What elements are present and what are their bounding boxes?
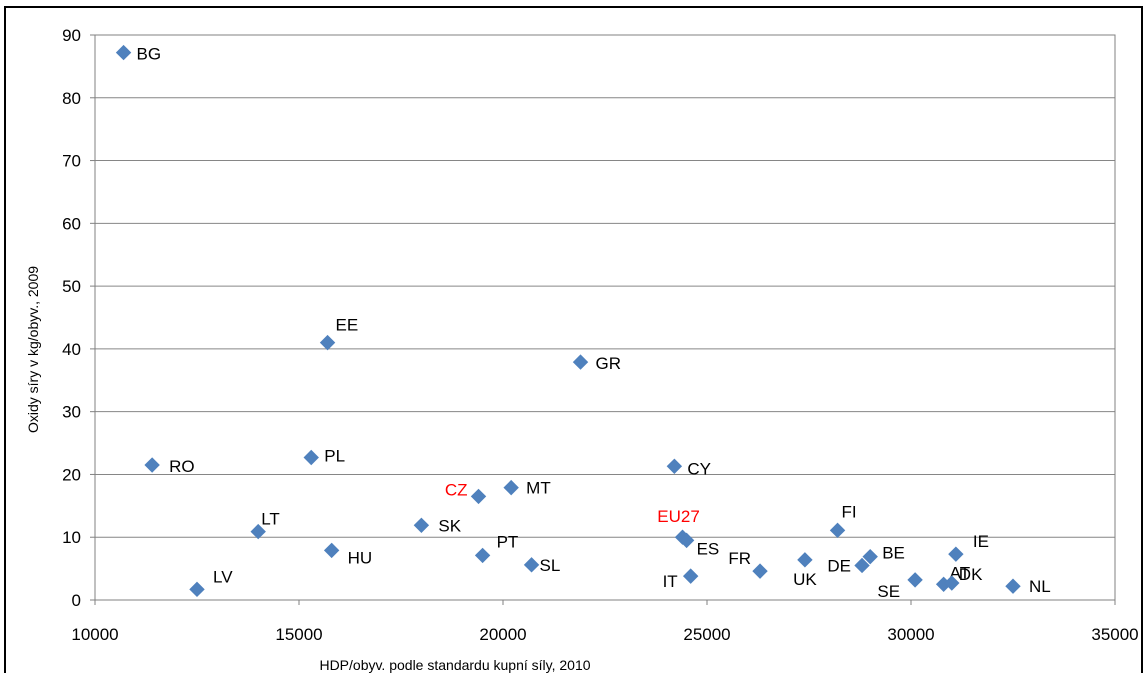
marker-cy [666, 458, 683, 474]
y-tick-label: 40 [62, 340, 81, 359]
point-label-uk: UK [793, 570, 817, 589]
plot-area [94, 34, 1116, 601]
marker-fr [752, 563, 768, 579]
marker-gr [572, 354, 589, 370]
y-tick-label: 30 [62, 403, 81, 422]
y-tick-label: 10 [62, 528, 81, 547]
x-axis-ticks: 10000 15000 20000 25000 30000 35000 [71, 600, 1139, 644]
marker-mt [503, 479, 519, 496]
marker-se [907, 572, 923, 588]
point-label-cz: CZ [445, 480, 468, 499]
marker-be [862, 548, 878, 565]
point-label-lt: LT [261, 510, 280, 529]
marker-cz [470, 488, 487, 505]
point-label-sk: SK [438, 516, 461, 535]
y-axis-ticks: 0 10 20 30 40 50 60 70 80 90 [62, 26, 95, 610]
y-tick-label: 90 [62, 26, 81, 45]
scatter-chart: 0 10 20 30 40 50 60 70 80 90 10000 15000 20000 25000… [25, 26, 1139, 673]
x-tick-label: 30000 [887, 625, 934, 644]
data-points: BG RO LV LT PL EE HU SK CZ PT MT SL GR CY EU27 ES IT FR UK… [115, 44, 1051, 601]
marker-pt [474, 547, 491, 564]
point-label-fi: FI [842, 502, 857, 521]
point-label-dk: DK [959, 565, 983, 584]
point-label-ie: IE [973, 532, 989, 551]
x-tick-label: 35000 [1091, 625, 1138, 644]
point-label-cy: CY [687, 459, 711, 478]
marker-it [682, 568, 699, 584]
point-label-eu27: EU27 [657, 507, 700, 526]
point-label-bg: BG [137, 45, 162, 64]
marker-pl [303, 449, 319, 466]
x-tick-label: 15000 [275, 625, 322, 644]
marker-nl [1005, 578, 1021, 594]
marker-bg [115, 44, 132, 61]
point-label-sl: SL [540, 556, 561, 575]
x-tick-label: 20000 [479, 625, 526, 644]
point-label-ro: RO [169, 457, 195, 476]
y-tick-label: 70 [62, 152, 81, 171]
point-label-be: BE [882, 544, 905, 563]
point-label-hu: HU [348, 548, 373, 567]
point-label-gr: GR [596, 354, 622, 373]
marker-ro [144, 457, 160, 473]
y-tick-label: 20 [62, 465, 81, 484]
point-label-it: IT [663, 572, 678, 591]
chart-frame: 0 10 20 30 40 50 60 70 80 90 10000 15000 20000 25000… [4, 6, 1143, 673]
y-tick-label: 0 [72, 591, 81, 610]
gridlines [95, 34, 1115, 538]
point-label-pt: PT [497, 532, 519, 551]
marker-sl [523, 557, 540, 573]
marker-uk [797, 552, 813, 568]
marker-fi [829, 522, 846, 539]
y-tick-label: 80 [62, 89, 81, 108]
y-tick-label: 60 [62, 214, 81, 233]
point-label-nl: NL [1029, 577, 1051, 596]
point-label-se: SE [877, 582, 900, 601]
point-label-mt: MT [526, 479, 551, 498]
marker-ee [319, 334, 336, 351]
marker-dk [944, 575, 960, 591]
marker-es [678, 532, 695, 549]
point-label-pl: PL [324, 446, 345, 465]
y-axis-title: Oxidy síry v kg/obyv., 2009 [25, 266, 41, 433]
marker-de [854, 557, 870, 574]
marker-sk [413, 517, 430, 534]
point-label-es: ES [697, 539, 720, 558]
point-label-ee: EE [336, 316, 359, 335]
x-tick-label: 25000 [683, 625, 730, 644]
marker-ie [948, 546, 964, 562]
x-axis-title: HDP/obyv. podle standardu kupní síly, 20… [319, 657, 590, 673]
marker-hu [323, 542, 340, 559]
marker-lt [250, 523, 266, 540]
point-label-at: AT [950, 563, 970, 582]
x-tick-label: 10000 [71, 625, 118, 644]
point-label-lv: LV [213, 567, 233, 586]
point-label-fr: FR [728, 549, 751, 568]
y-tick-label: 50 [62, 277, 81, 296]
point-label-de: DE [827, 556, 851, 575]
marker-lv [189, 581, 205, 598]
